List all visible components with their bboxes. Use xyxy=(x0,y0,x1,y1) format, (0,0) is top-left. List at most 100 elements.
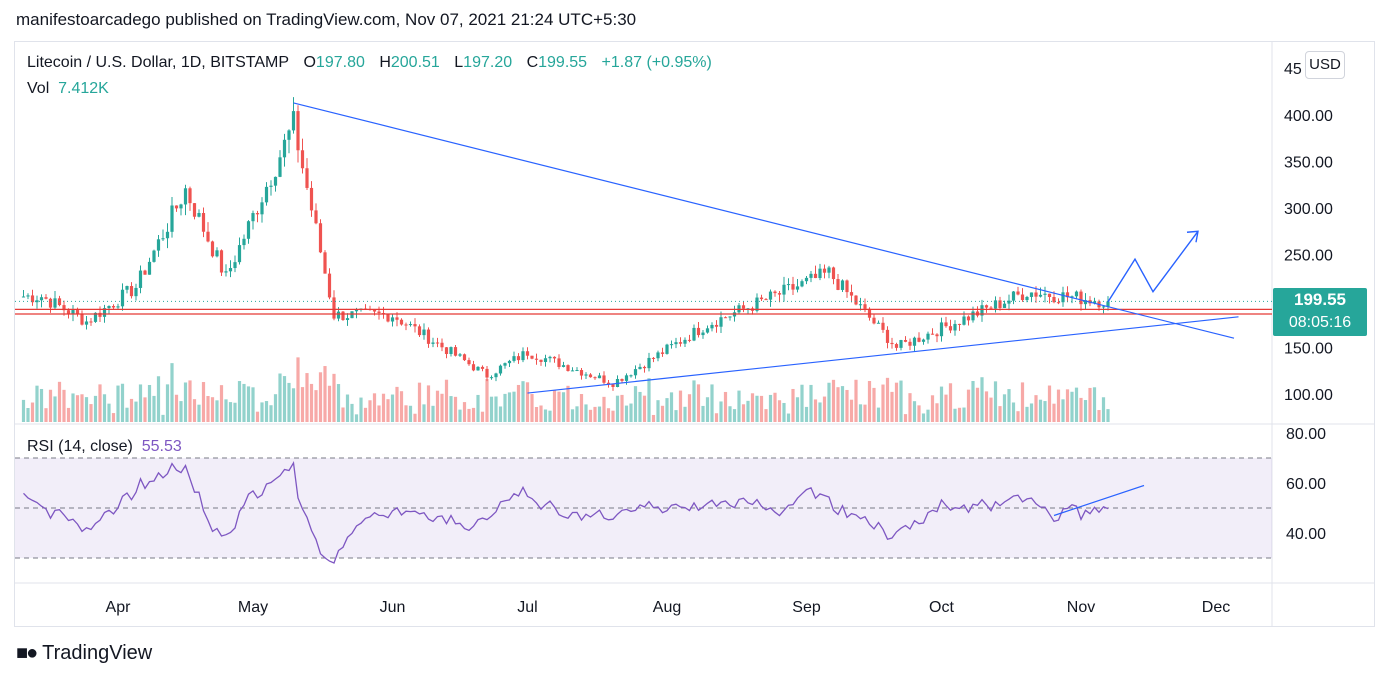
candle xyxy=(575,370,579,372)
volume-bar xyxy=(1016,411,1020,422)
candle xyxy=(453,347,458,356)
candle xyxy=(323,252,327,274)
volume-bar xyxy=(980,377,984,422)
low-value: 197.20 xyxy=(463,54,513,71)
candle xyxy=(134,287,138,297)
volume-bar xyxy=(471,407,476,422)
volume-bar xyxy=(804,406,809,422)
volume-bar xyxy=(462,402,467,422)
volume-bar xyxy=(485,379,489,422)
volume-bar xyxy=(624,405,629,422)
candle xyxy=(692,327,696,341)
last-price-tag: 199.55 08:05:16 xyxy=(1273,288,1367,336)
candle xyxy=(332,297,336,319)
candle xyxy=(656,352,660,359)
candle xyxy=(642,366,647,369)
candle xyxy=(287,130,291,140)
candle xyxy=(498,365,503,374)
currency-button[interactable]: USD xyxy=(1305,51,1345,79)
time-tick-label: Oct xyxy=(929,599,954,616)
candle xyxy=(512,356,516,361)
candle xyxy=(921,339,926,342)
candle xyxy=(494,373,498,378)
candle xyxy=(908,341,912,346)
candle xyxy=(44,297,48,299)
volume-bar xyxy=(1047,385,1052,422)
candle xyxy=(503,363,507,366)
high-value: 200.51 xyxy=(390,54,440,71)
candle xyxy=(723,317,728,319)
candle xyxy=(1052,297,1056,303)
volume-bar xyxy=(584,404,588,422)
time-tick-label: Dec xyxy=(1202,599,1230,616)
candle xyxy=(179,204,183,209)
symbol-legend: Litecoin / U.S. Dollar, 1D, BITSTAMP O19… xyxy=(27,54,712,72)
time-tick-label: Sep xyxy=(792,599,821,616)
volume-bar xyxy=(372,393,377,422)
projection-arrowhead xyxy=(1186,230,1199,243)
candle xyxy=(1079,291,1083,305)
volume-bar xyxy=(489,396,494,422)
close-label: C xyxy=(526,54,539,71)
candle xyxy=(930,333,935,335)
candle xyxy=(372,309,377,312)
volume-bar xyxy=(791,388,795,422)
candle xyxy=(120,289,125,307)
candle xyxy=(678,342,683,344)
rsi-label-text: RSI (14, close) xyxy=(27,438,133,455)
candle xyxy=(377,311,381,314)
candle xyxy=(246,221,251,239)
candle xyxy=(440,342,444,348)
volume-bar xyxy=(552,390,557,422)
candle xyxy=(129,286,134,297)
candle xyxy=(386,314,390,322)
volume-bar xyxy=(984,391,989,422)
candle xyxy=(210,241,215,257)
volume-bar xyxy=(98,384,102,422)
candle xyxy=(1043,293,1047,295)
candle xyxy=(138,270,143,288)
volume-bar xyxy=(1097,410,1101,422)
volume-bar xyxy=(399,391,404,422)
candle xyxy=(233,262,237,269)
candle xyxy=(719,317,723,327)
volume-bar xyxy=(1020,382,1025,422)
brand-name: TradingView xyxy=(42,642,153,664)
candle xyxy=(683,339,687,344)
candle xyxy=(143,270,147,275)
candle xyxy=(318,223,323,253)
volume-bar xyxy=(1029,403,1034,422)
volume-bar xyxy=(557,391,561,422)
candle xyxy=(89,321,93,323)
rsi-tick-label: 40.00 xyxy=(1286,526,1326,543)
volume-bar xyxy=(120,383,125,422)
volume-bar xyxy=(224,399,228,422)
volume-bar xyxy=(44,408,48,422)
candle xyxy=(944,322,948,327)
volume-bar xyxy=(705,397,710,422)
volume-bar xyxy=(480,411,485,422)
candle xyxy=(827,267,831,273)
candle xyxy=(480,366,485,369)
volume-bar xyxy=(1079,397,1083,422)
symbol-name: Litecoin / U.S. Dollar, 1D, BITSTAMP xyxy=(27,54,290,71)
candle xyxy=(458,354,462,356)
candle xyxy=(669,344,674,346)
price-tick-partial: 45 xyxy=(1284,61,1302,78)
candle xyxy=(417,326,422,336)
candle xyxy=(1020,294,1025,301)
tradingview-branding[interactable]: ■● TradingView xyxy=(16,642,152,665)
volume-bar xyxy=(863,404,867,422)
volume-bar xyxy=(561,392,566,422)
volume-bar xyxy=(809,384,813,422)
volume-bar xyxy=(660,405,665,422)
candle xyxy=(147,261,152,275)
volume-bar xyxy=(764,409,768,422)
candle xyxy=(215,250,219,257)
volume-bar xyxy=(161,414,165,422)
volume-bar xyxy=(530,394,534,422)
candle xyxy=(602,375,606,383)
candle xyxy=(525,351,530,356)
volume-bar xyxy=(714,413,719,422)
